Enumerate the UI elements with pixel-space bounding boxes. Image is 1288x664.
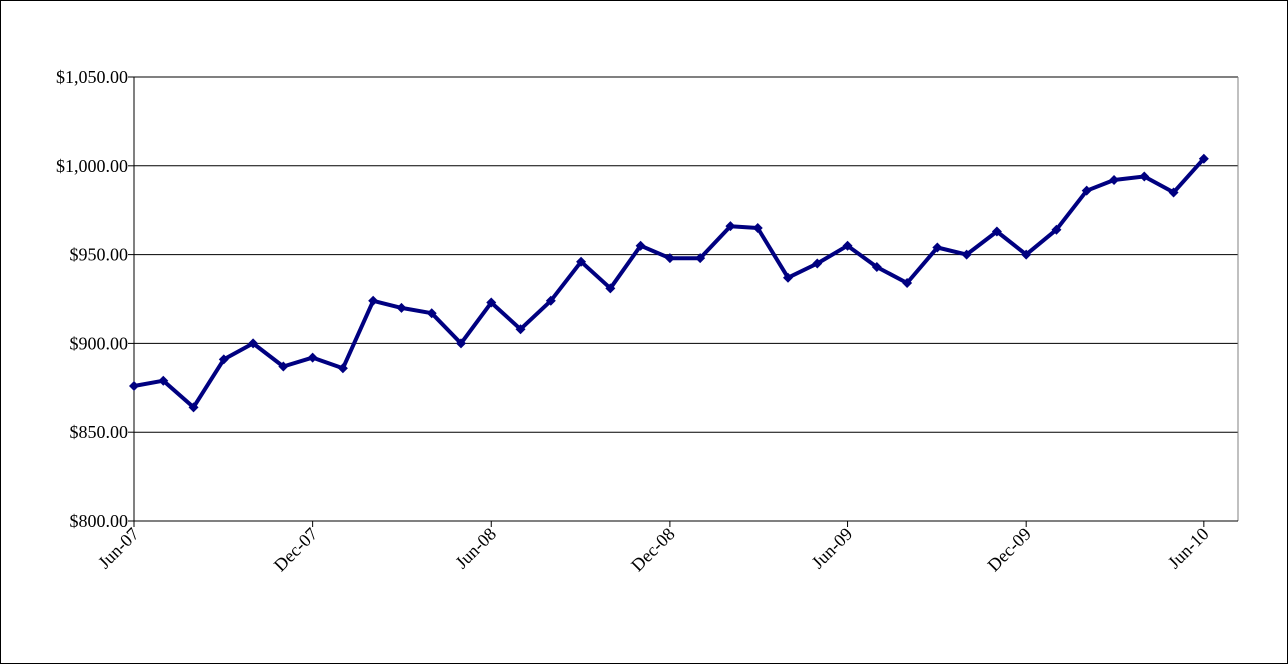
y-tick-label: $850.00 — [70, 422, 129, 442]
data-point — [158, 375, 169, 386]
data-point — [486, 297, 497, 308]
data-point — [188, 402, 199, 413]
data-point — [1021, 249, 1032, 260]
y-tick-label: $950.00 — [70, 245, 129, 265]
data-point — [932, 242, 943, 253]
data-point — [871, 262, 882, 273]
data-point — [218, 354, 229, 365]
data-point — [605, 283, 616, 294]
data-point — [307, 352, 318, 363]
data-point — [1168, 187, 1179, 198]
x-tick-label: Dec-09 — [983, 524, 1035, 576]
series-line — [133, 157, 1206, 410]
data-point — [515, 324, 526, 335]
axes — [133, 77, 1239, 522]
data-point — [695, 253, 706, 264]
gridlines — [134, 76, 1238, 522]
data-point — [278, 361, 289, 372]
x-tick-label: Dec-08 — [627, 524, 679, 576]
data-point — [129, 381, 139, 392]
data-point — [1198, 153, 1209, 164]
data-point — [812, 258, 823, 269]
y-tick-label: $900.00 — [70, 333, 129, 353]
data-point — [1081, 185, 1092, 196]
data-point — [635, 240, 646, 251]
data-point — [1051, 224, 1062, 235]
data-point — [783, 272, 794, 283]
x-tick-label: Dec-07 — [270, 524, 322, 576]
data-point — [752, 222, 763, 233]
data-point — [1109, 175, 1120, 186]
data-point — [248, 338, 259, 349]
data-point — [456, 338, 467, 349]
data-point — [576, 256, 587, 267]
data-point — [337, 363, 348, 374]
data-point — [426, 308, 437, 319]
x-tick-label: Jun-07 — [94, 524, 143, 573]
data-point — [991, 226, 1002, 237]
data-point — [664, 253, 675, 264]
data-point — [725, 221, 736, 232]
data-point — [961, 249, 972, 260]
data-point — [396, 302, 407, 313]
y-tick-label: $1,000.00 — [56, 156, 128, 176]
data-point — [368, 295, 379, 306]
x-tick-label: Jun-10 — [1164, 524, 1213, 573]
data-point — [545, 295, 556, 306]
series — [129, 153, 1209, 413]
data-point — [902, 278, 913, 289]
x-tick-label: Jun-08 — [451, 524, 500, 573]
y-tick-label: $1,050.00 — [56, 67, 128, 87]
data-point — [842, 240, 853, 251]
data-point — [1139, 171, 1150, 182]
y-tick-label: $800.00 — [70, 511, 129, 531]
y-axis-ticks: $800.00 $850.00 $900.00 $950.00 $1,000.00 $1,… — [56, 67, 134, 531]
x-axis-ticks: Jun-07 Dec-07 Jun-08 Dec-08 Jun-09 Dec-09 Jun-… — [94, 521, 1213, 575]
x-tick-label: Jun-09 — [808, 524, 857, 573]
